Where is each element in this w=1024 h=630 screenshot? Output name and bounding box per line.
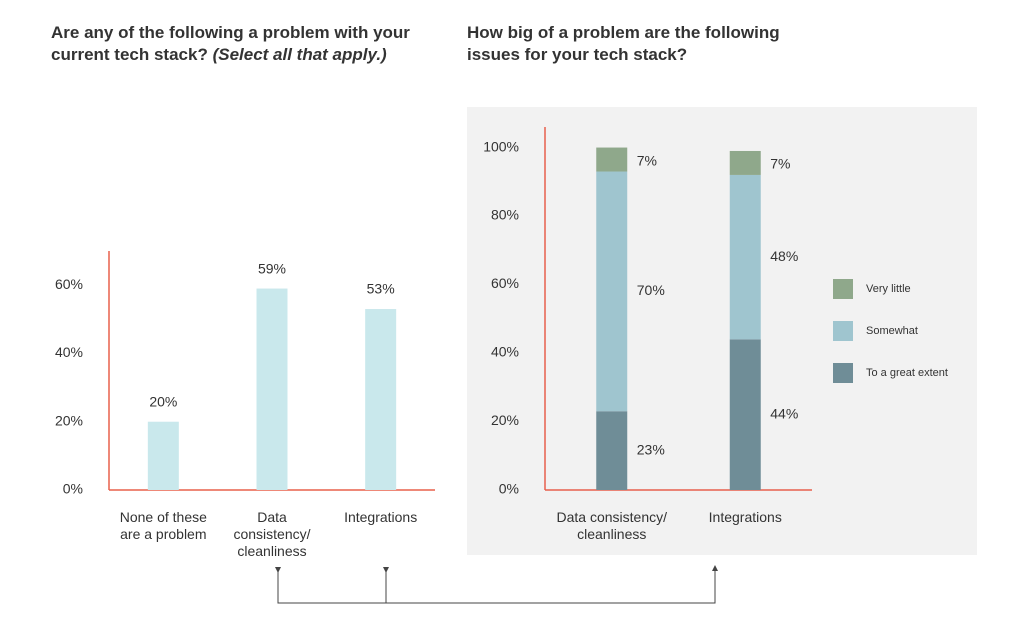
y-tick-label: 0% <box>499 481 519 497</box>
legend-swatch <box>833 363 853 383</box>
bar-segment <box>729 174 761 340</box>
legend-swatch <box>833 279 853 299</box>
chart-title: Are any of the following a problem with … <box>51 22 441 66</box>
bar <box>365 309 397 490</box>
title-text: Are any of the following a problem with … <box>51 23 410 64</box>
y-tick-label: 40% <box>55 344 83 360</box>
subtitle: (Select all that apply.) <box>212 45 387 64</box>
legend-label: To a great extent <box>866 367 948 379</box>
y-tick-label: 80% <box>491 207 519 223</box>
y-tick-label: 100% <box>483 138 519 154</box>
bar-segment <box>729 150 761 175</box>
panel <box>467 107 977 555</box>
bar-segment <box>596 411 628 490</box>
bar-segment <box>596 171 628 412</box>
arrowheads <box>275 565 718 573</box>
value-label: 59% <box>258 260 286 276</box>
bar-segment <box>596 147 628 172</box>
value-label: 70% <box>637 282 665 298</box>
legend-label: Somewhat <box>866 325 918 337</box>
value-label: 7% <box>770 156 790 172</box>
value-label: 44% <box>770 405 798 421</box>
x-tick-label: Data consistency/ cleanliness <box>556 509 668 542</box>
x-tick-label: Data consistency/ cleanliness <box>233 509 311 559</box>
bar <box>256 288 288 490</box>
chart-title: How big of a problem are the following i… <box>467 22 797 66</box>
y-tick-label: 0% <box>63 481 83 497</box>
legend-swatch <box>833 321 853 341</box>
y-tick-label: 20% <box>491 412 519 428</box>
value-label: 7% <box>637 152 657 168</box>
x-tick-label: Integrations <box>344 509 418 525</box>
y-tick-label: 60% <box>55 276 83 292</box>
value-label: 23% <box>637 441 665 457</box>
value-label: 53% <box>367 281 395 297</box>
bar <box>147 421 179 490</box>
x-tick-label: Integrations <box>708 509 782 525</box>
y-tick-label: 20% <box>55 412 83 428</box>
bar-segment <box>729 339 761 490</box>
legend-label: Very little <box>866 283 911 295</box>
title-text: How big of a problem are the following i… <box>467 23 780 64</box>
y-tick-label: 40% <box>491 344 519 360</box>
x-tick-label: None of these are a problem <box>119 509 207 542</box>
y-tick-label: 60% <box>491 275 519 291</box>
value-label: 48% <box>770 248 798 264</box>
connector <box>277 570 716 604</box>
value-label: 20% <box>149 393 177 409</box>
